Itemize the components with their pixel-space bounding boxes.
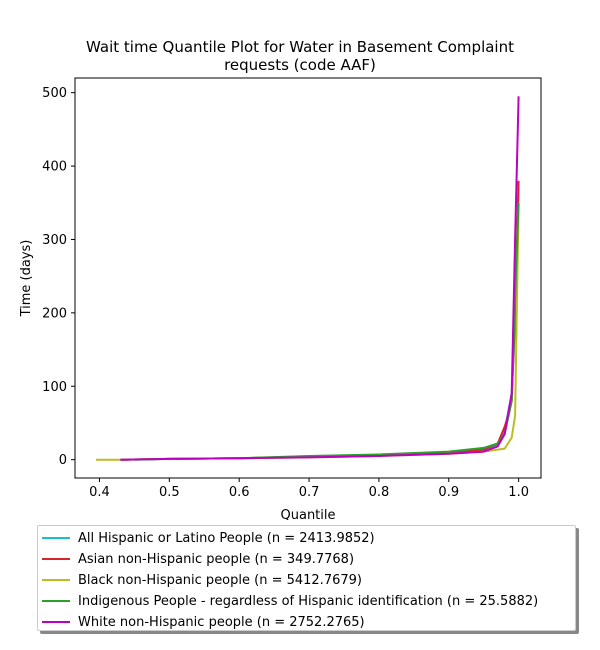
chart-legend: All Hispanic or Latino People (n = 2413.… [37,525,576,631]
legend-swatch [42,558,70,560]
chart-title-line-2: requests (code AAF) [224,56,376,74]
legend-item-1: Asian non-Hispanic people (n = 349.7768) [42,549,354,569]
series-line-2 [96,202,520,461]
series-line-4 [120,96,520,461]
y-tick-label: 500 [42,86,67,101]
quantile-line-chart: 0.4 0.5 0.6 0.7 0.8 0.9 1.0 0 100 200 300 400 500 Q… [19,77,542,520]
y-tick-label: 400 [42,160,67,175]
legend-item-3: Indigenous People - regardless of Hispan… [42,591,538,611]
x-tick-label: 0.9 [438,485,459,500]
legend-label: Black non-Hispanic people (n = 5412.7679… [78,572,362,588]
series-line-1 [120,180,520,461]
legend-swatch [42,600,70,602]
y-axis-label: Time (days) [19,240,34,318]
legend-item-4: White non-Hispanic people (n = 2752.2765… [42,612,365,632]
x-tick-label: 0.5 [159,485,180,500]
plot-area-frame [74,77,542,479]
y-axis-ticks: 0 100 200 300 400 500 [42,86,75,468]
y-tick-label: 0 [59,453,67,468]
x-axis-label: Quantile [281,508,336,520]
legend-item-0: All Hispanic or Latino People (n = 2413.… [42,528,375,548]
y-tick-label: 300 [42,233,67,248]
series-line-3 [134,202,520,461]
plot-lines [96,96,520,461]
x-axis-ticks: 0.4 0.5 0.6 0.7 0.8 0.9 1.0 [89,478,529,500]
legend-label: Asian non-Hispanic people (n = 349.7768) [78,551,355,567]
legend-swatch [42,621,70,623]
chart-title-line-1: Wait time Quantile Plot for Water in Bas… [86,38,514,56]
x-tick-label: 0.8 [369,485,390,500]
y-tick-label: 200 [42,306,67,321]
x-tick-label: 0.6 [229,485,250,500]
legend-label: All Hispanic or Latino People (n = 2413.… [78,530,375,546]
y-tick-label: 100 [42,380,67,395]
x-tick-label: 0.4 [89,485,110,500]
legend-label: Indigenous People - regardless of Hispan… [78,593,539,609]
legend-swatch [42,579,70,581]
legend-swatch [42,537,70,539]
x-tick-label: 0.7 [299,485,320,500]
legend-item-2: Black non-Hispanic people (n = 5412.7679… [42,570,362,590]
legend-label: White non-Hispanic people (n = 2752.2765… [78,614,365,630]
series-line-0 [120,188,520,461]
x-tick-label: 1.0 [508,485,529,500]
